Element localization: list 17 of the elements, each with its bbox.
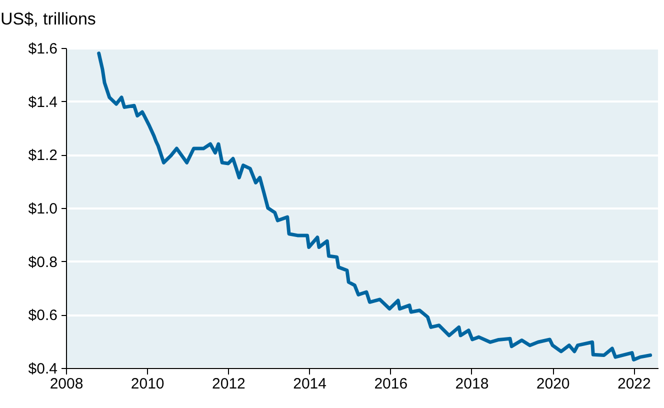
y-axis-title: US$, trillions (0, 10, 96, 28)
line-series (97, 52, 652, 362)
x-tick-label: 2012 (212, 376, 246, 392)
y-tick-label: $0.4 (28, 360, 58, 378)
x-tick-label: 2014 (293, 376, 326, 392)
y-tick-label: $1.6 (28, 40, 58, 58)
x-tick-label: 2008 (50, 376, 84, 392)
x-tick-label: 2016 (374, 376, 408, 392)
y-tick-label: $1.2 (28, 147, 58, 164)
x-tick-label: 2022 (617, 376, 651, 392)
x-tick-label: 2018 (455, 376, 489, 392)
y-tick-label: $0.8 (28, 254, 58, 271)
y-tick-label: $1.0 (28, 200, 58, 218)
x-tick-label: 2010 (130, 376, 164, 392)
y-tick-label: $1.4 (28, 94, 58, 111)
x-tick-label: 2020 (536, 376, 570, 392)
y-tick-label: $0.6 (28, 307, 58, 324)
